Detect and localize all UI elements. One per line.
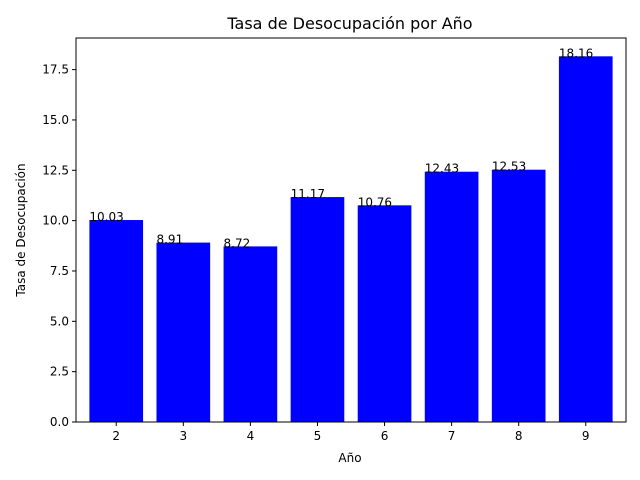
bar — [558, 56, 613, 422]
y-tick-label: 7.5 — [50, 264, 69, 278]
bar — [491, 169, 546, 422]
data-label: 11.17 — [291, 187, 325, 201]
bar — [156, 242, 211, 422]
x-tick-label: 7 — [448, 429, 456, 443]
data-label: 18.16 — [559, 46, 593, 60]
data-label: 10.03 — [89, 210, 123, 224]
y-tick-label: 10.0 — [42, 214, 69, 228]
y-axis-label: Tasa de Desocupación — [14, 163, 28, 297]
plot-frame — [75, 37, 627, 423]
x-tick-label: 2 — [112, 429, 120, 443]
plot-area: 10.03 2 8.91 3 8.72 4 11.17 5 10.76 6 12.43 7 12.53 8… — [42, 37, 627, 443]
bar — [223, 246, 278, 422]
x-tick-label: 5 — [314, 429, 322, 443]
x-axis-label: Año — [338, 451, 361, 465]
data-label: 12.43 — [425, 162, 459, 176]
data-label: 8.72 — [224, 236, 251, 250]
y-tick-label: 12.5 — [42, 163, 69, 177]
bar — [89, 220, 144, 422]
data-label: 8.91 — [156, 233, 183, 247]
bar — [424, 171, 479, 422]
y-tick-label: 0.0 — [50, 415, 69, 429]
bar — [357, 205, 412, 422]
y-tick-label: 2.5 — [50, 365, 69, 379]
y-tick-label: 15.0 — [42, 113, 69, 127]
x-tick-label: 4 — [247, 429, 255, 443]
x-tick-label: 9 — [582, 429, 590, 443]
x-tick-label: 3 — [179, 429, 187, 443]
chart-title: Tasa de Desocupación por Año — [226, 14, 472, 33]
data-label: 12.53 — [492, 160, 526, 174]
bar — [290, 197, 345, 422]
x-tick-label: 6 — [381, 429, 389, 443]
data-label: 10.76 — [358, 195, 392, 209]
y-tick-label: 5.0 — [50, 314, 69, 328]
y-tick-label: 17.5 — [42, 63, 69, 77]
x-tick-label: 8 — [515, 429, 523, 443]
